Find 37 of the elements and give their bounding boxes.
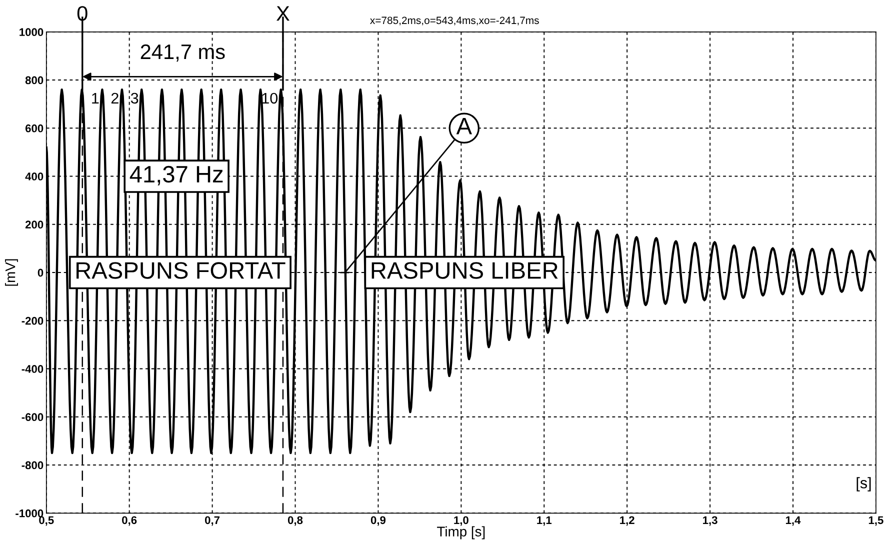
x-tick-label: 1,4	[786, 516, 801, 526]
y-tick-label: 600	[25, 124, 44, 132]
annotation: RASPUNS FORTAT	[76, 262, 286, 279]
annotation: 10	[262, 92, 278, 104]
x-tick-label: 0,5	[39, 516, 54, 526]
x-tick-label: 0,9	[370, 516, 386, 526]
annotation: [s]	[856, 477, 871, 492]
annotation: 41,37 Hz	[130, 166, 223, 186]
x-tick-label: 1,1	[537, 516, 552, 526]
y-tick-label: -600	[22, 413, 44, 422]
annotation: 2	[111, 92, 118, 104]
annotation: A	[456, 118, 472, 134]
x-tick-label: 1,3	[703, 516, 718, 526]
annotation: RASPUNS LIBER	[372, 262, 558, 279]
x-tick-label: 0,7	[205, 516, 220, 526]
y-tick-label: -400	[22, 365, 44, 373]
x-tick-label: 0,6	[122, 516, 137, 526]
y-tick-label: 1000	[20, 28, 44, 36]
y-tick-label: 800	[25, 76, 44, 84]
annotation: 241,7 ms	[140, 44, 225, 62]
text: x=785,2ms,o=543,4ms,xo=-241,7ms	[370, 16, 539, 26]
x-tick-label: 0,8	[288, 516, 303, 526]
x-axis-title: Timp [s]	[437, 526, 485, 540]
annotation: 3	[130, 92, 138, 104]
y-tick-label: -800	[22, 461, 44, 470]
y-tick-label: 200	[25, 220, 44, 229]
annotation: 0	[77, 6, 88, 21]
y-tick-label: -1000	[16, 509, 44, 518]
x-tick-label: 1,0	[454, 516, 468, 526]
y-tick-label: 400	[25, 172, 44, 180]
x-tick-label: 1,5	[868, 516, 884, 526]
y-axis-title: [mV]	[5, 259, 18, 286]
y-tick-label: -200	[22, 316, 44, 325]
annotation: 1	[92, 92, 99, 104]
annotation: X	[276, 6, 290, 21]
y-tick-label: 0	[38, 268, 44, 277]
x-tick-label: 1,2	[620, 516, 634, 526]
